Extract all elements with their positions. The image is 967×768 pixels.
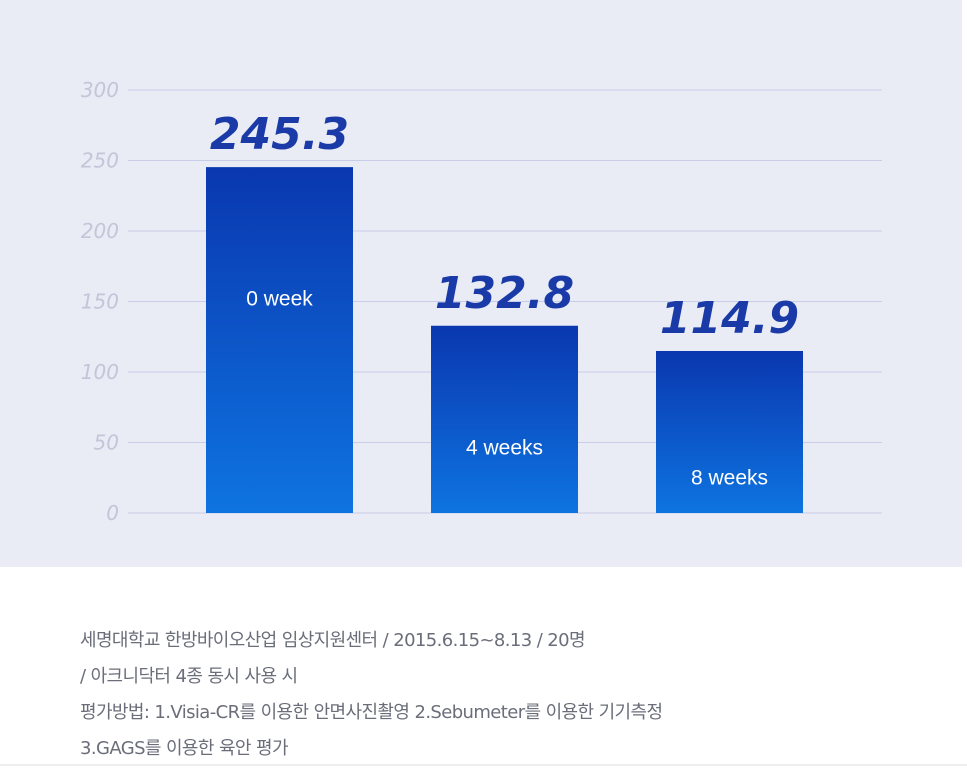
chart-panel: 0 50 100 150 200 250 300 245.3 0 week 132.8 4 wee… xyxy=(0,0,962,567)
category-label: 8 weeks xyxy=(691,466,768,489)
y-tick-label: 300 xyxy=(81,78,119,102)
category-label: 4 weeks xyxy=(466,436,543,459)
caption: 세명대학교 한방바이오산업 임상지원센터 / 2015.6.15~8.13 / … xyxy=(80,623,940,767)
y-tick-label: 100 xyxy=(81,360,119,384)
y-tick-label: 50 xyxy=(94,431,119,455)
data-label: 132.8 xyxy=(435,268,574,319)
caption-line-2: / 아크니닥터 4종 동시 사용 시 xyxy=(80,666,298,687)
bar xyxy=(206,167,353,513)
y-tick-label: 150 xyxy=(81,290,119,314)
data-label: 114.9 xyxy=(660,293,799,344)
bar xyxy=(431,325,578,513)
data-label: 245.3 xyxy=(210,109,349,160)
y-tick-label: 200 xyxy=(81,219,119,243)
y-tick-label: 0 xyxy=(106,501,119,525)
bar-chart: 0 50 100 150 200 250 300 245.3 0 week 132.8 4 wee… xyxy=(81,78,882,525)
y-tick-label: 250 xyxy=(81,149,119,173)
caption-line-1: 세명대학교 한방바이오산업 임상지원센터 / 2015.6.15~8.13 / … xyxy=(80,630,586,651)
category-label: 0 week xyxy=(246,288,313,311)
bottom-divider xyxy=(0,764,967,766)
caption-line-3: 평가방법: 1.Visia-CR를 이용한 안면사진촬영 2.Sebumeter… xyxy=(80,702,663,723)
bar xyxy=(656,350,803,513)
caption-line-4: 3.GAGS를 이용한 육안 평가 xyxy=(80,738,289,759)
